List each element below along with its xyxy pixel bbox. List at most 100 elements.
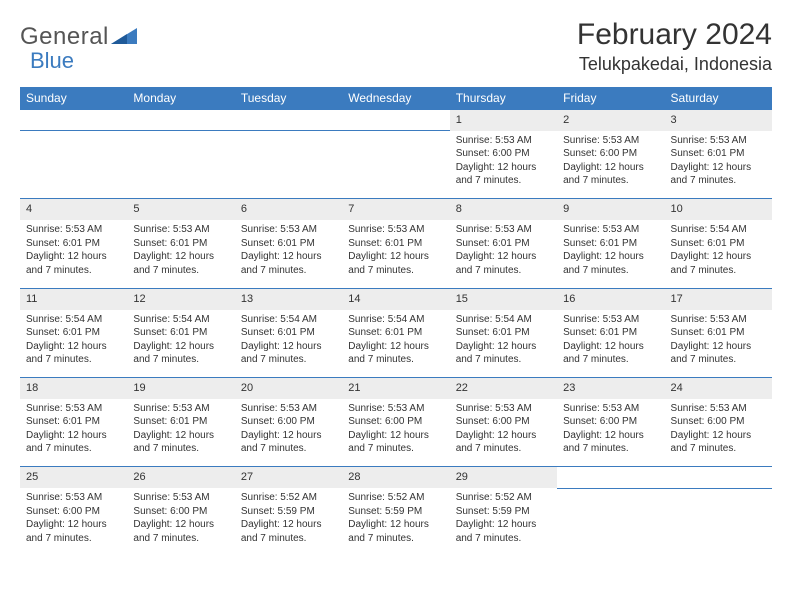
sunset-line: Sunset: 6:00 PM — [671, 415, 766, 429]
weekday-header: Wednesday — [342, 87, 449, 110]
sunrise-line: Sunrise: 5:53 AM — [133, 402, 228, 416]
sunset-line: Sunset: 6:00 PM — [563, 415, 658, 429]
day-number: 26 — [127, 467, 234, 488]
weekday-header: Sunday — [20, 87, 127, 110]
day-cell: Sunrise: 5:53 AMSunset: 6:01 PMDaylight:… — [127, 399, 234, 467]
day-number: 24 — [665, 378, 772, 399]
day-cell: Sunrise: 5:53 AMSunset: 6:00 PMDaylight:… — [342, 399, 449, 467]
content-row: Sunrise: 5:53 AMSunset: 6:01 PMDaylight:… — [20, 399, 772, 467]
sunset-line: Sunset: 5:59 PM — [241, 505, 336, 519]
empty-cell — [235, 131, 342, 199]
sunrise-line: Sunrise: 5:54 AM — [26, 313, 121, 327]
day-cell: Sunrise: 5:53 AMSunset: 6:00 PMDaylight:… — [557, 399, 664, 467]
sunrise-line: Sunrise: 5:52 AM — [348, 491, 443, 505]
day-cell: Sunrise: 5:53 AMSunset: 6:01 PMDaylight:… — [235, 220, 342, 288]
daylight-line: Daylight: 12 hours and 7 minutes. — [133, 250, 228, 277]
day-number: 17 — [665, 288, 772, 309]
empty-cell — [665, 467, 772, 488]
day-cell: Sunrise: 5:53 AMSunset: 6:00 PMDaylight:… — [665, 399, 772, 467]
daylight-line: Daylight: 12 hours and 7 minutes. — [26, 340, 121, 367]
weekday-header: Monday — [127, 87, 234, 110]
daynum-row: 2526272829 — [20, 467, 772, 488]
day-number: 23 — [557, 378, 664, 399]
day-number: 16 — [557, 288, 664, 309]
day-cell: Sunrise: 5:52 AMSunset: 5:59 PMDaylight:… — [342, 488, 449, 556]
daylight-line: Daylight: 12 hours and 7 minutes. — [456, 518, 551, 545]
day-cell: Sunrise: 5:53 AMSunset: 6:01 PMDaylight:… — [557, 220, 664, 288]
daynum-row: 123 — [20, 110, 772, 131]
sunrise-line: Sunrise: 5:53 AM — [671, 313, 766, 327]
sunrise-line: Sunrise: 5:53 AM — [26, 491, 121, 505]
day-number: 12 — [127, 288, 234, 309]
header: General February 2024 Telukpakedai, Indo… — [20, 18, 772, 75]
sunset-line: Sunset: 6:01 PM — [26, 237, 121, 251]
sunset-line: Sunset: 6:01 PM — [456, 326, 551, 340]
daylight-line: Daylight: 12 hours and 7 minutes. — [348, 429, 443, 456]
day-number: 29 — [450, 467, 557, 488]
empty-cell — [127, 110, 234, 131]
sunset-line: Sunset: 6:01 PM — [456, 237, 551, 251]
empty-cell — [342, 131, 449, 199]
location-label: Telukpakedai, Indonesia — [577, 54, 772, 75]
day-number: 21 — [342, 378, 449, 399]
daylight-line: Daylight: 12 hours and 7 minutes. — [241, 250, 336, 277]
day-cell: Sunrise: 5:53 AMSunset: 6:00 PMDaylight:… — [450, 399, 557, 467]
logo-text-general: General — [20, 23, 109, 51]
sunset-line: Sunset: 6:01 PM — [348, 326, 443, 340]
weekday-header: Tuesday — [235, 87, 342, 110]
sunrise-line: Sunrise: 5:53 AM — [133, 223, 228, 237]
sunset-line: Sunset: 6:01 PM — [241, 326, 336, 340]
sunset-line: Sunset: 5:59 PM — [456, 505, 551, 519]
daylight-line: Daylight: 12 hours and 7 minutes. — [671, 161, 766, 188]
daylight-line: Daylight: 12 hours and 7 minutes. — [241, 429, 336, 456]
day-cell: Sunrise: 5:52 AMSunset: 5:59 PMDaylight:… — [450, 488, 557, 556]
sunset-line: Sunset: 6:00 PM — [26, 505, 121, 519]
calendar-table: SundayMondayTuesdayWednesdayThursdayFrid… — [20, 87, 772, 556]
sunrise-line: Sunrise: 5:54 AM — [133, 313, 228, 327]
day-number: 8 — [450, 199, 557, 220]
sunset-line: Sunset: 6:01 PM — [241, 237, 336, 251]
sunrise-line: Sunrise: 5:53 AM — [241, 223, 336, 237]
weekday-header: Thursday — [450, 87, 557, 110]
sunset-line: Sunset: 6:01 PM — [26, 326, 121, 340]
day-cell: Sunrise: 5:53 AMSunset: 6:01 PMDaylight:… — [665, 131, 772, 199]
day-number: 27 — [235, 467, 342, 488]
logo-text-blue: Blue — [30, 48, 74, 74]
sunset-line: Sunset: 6:00 PM — [348, 415, 443, 429]
day-cell: Sunrise: 5:54 AMSunset: 6:01 PMDaylight:… — [342, 310, 449, 378]
day-cell: Sunrise: 5:53 AMSunset: 6:00 PMDaylight:… — [20, 488, 127, 556]
sunrise-line: Sunrise: 5:54 AM — [241, 313, 336, 327]
day-number: 11 — [20, 288, 127, 309]
day-cell: Sunrise: 5:53 AMSunset: 6:01 PMDaylight:… — [127, 220, 234, 288]
sunset-line: Sunset: 6:01 PM — [348, 237, 443, 251]
sunrise-line: Sunrise: 5:54 AM — [348, 313, 443, 327]
day-cell: Sunrise: 5:52 AMSunset: 5:59 PMDaylight:… — [235, 488, 342, 556]
sunset-line: Sunset: 6:00 PM — [456, 415, 551, 429]
daylight-line: Daylight: 12 hours and 7 minutes. — [26, 518, 121, 545]
daylight-line: Daylight: 12 hours and 7 minutes. — [133, 518, 228, 545]
sunrise-line: Sunrise: 5:53 AM — [241, 402, 336, 416]
empty-cell — [20, 131, 127, 199]
day-number: 2 — [557, 110, 664, 131]
daylight-line: Daylight: 12 hours and 7 minutes. — [456, 429, 551, 456]
daylight-line: Daylight: 12 hours and 7 minutes. — [26, 429, 121, 456]
empty-cell — [557, 467, 664, 488]
day-number: 19 — [127, 378, 234, 399]
day-cell: Sunrise: 5:53 AMSunset: 6:01 PMDaylight:… — [342, 220, 449, 288]
weekday-header: Friday — [557, 87, 664, 110]
sunrise-line: Sunrise: 5:52 AM — [241, 491, 336, 505]
empty-cell — [20, 110, 127, 131]
day-cell: Sunrise: 5:53 AMSunset: 6:01 PMDaylight:… — [665, 310, 772, 378]
daynum-row: 18192021222324 — [20, 378, 772, 399]
daylight-line: Daylight: 12 hours and 7 minutes. — [671, 429, 766, 456]
sunrise-line: Sunrise: 5:53 AM — [563, 313, 658, 327]
daylight-line: Daylight: 12 hours and 7 minutes. — [671, 250, 766, 277]
sunrise-line: Sunrise: 5:53 AM — [671, 134, 766, 148]
sunset-line: Sunset: 6:00 PM — [563, 147, 658, 161]
sunset-line: Sunset: 6:00 PM — [456, 147, 551, 161]
day-number: 9 — [557, 199, 664, 220]
day-number: 7 — [342, 199, 449, 220]
content-row: Sunrise: 5:53 AMSunset: 6:00 PMDaylight:… — [20, 488, 772, 556]
sunset-line: Sunset: 6:01 PM — [26, 415, 121, 429]
day-number: 3 — [665, 110, 772, 131]
